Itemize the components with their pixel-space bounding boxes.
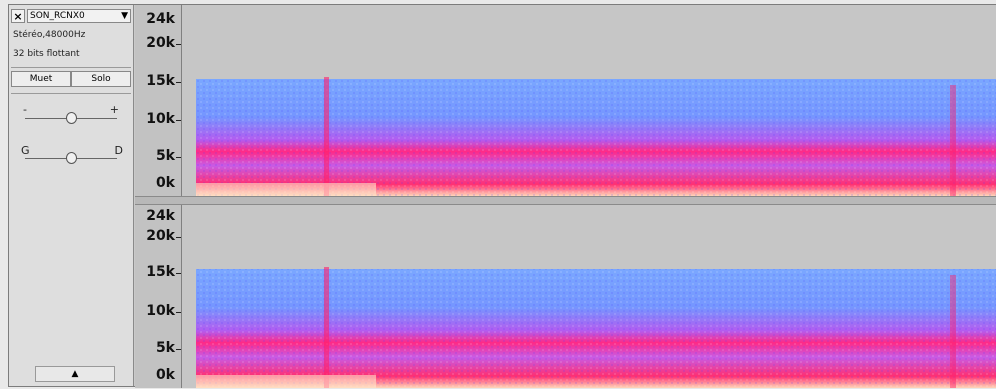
ruler-label: 10k <box>146 303 175 319</box>
solo-button[interactable]: Solo <box>71 71 131 87</box>
track-name-label: SON_RCNX0 <box>30 11 85 21</box>
gain-slider-thumb[interactable] <box>66 112 77 124</box>
spectrogram-texture <box>196 79 996 196</box>
audio-track-window: × SON_RCNX0 ▼ Stéréo,48000Hz 32 bits flo… <box>8 4 996 388</box>
spectrogram-channel-left[interactable] <box>182 5 996 196</box>
track-format-info: Stéréo,48000Hz <box>13 30 86 40</box>
tick-mark <box>176 349 181 350</box>
ruler-label: 15k <box>146 264 175 280</box>
spectrogram-right-canvas <box>196 267 996 388</box>
tick-mark <box>176 237 181 238</box>
tick-mark <box>176 44 181 45</box>
collapse-track-button[interactable]: ▲ <box>35 366 115 382</box>
tick-mark <box>176 120 181 121</box>
channel-divider[interactable] <box>135 196 996 205</box>
track-control-panel: × SON_RCNX0 ▼ Stéréo,48000Hz 32 bits flo… <box>9 5 134 386</box>
pan-right-label: D <box>114 144 123 157</box>
gain-minus-label: - <box>23 103 27 116</box>
ruler-label: 24k <box>146 208 175 224</box>
gain-plus-label: + <box>109 103 119 116</box>
spectrogram-transient <box>950 275 956 388</box>
spectrogram-channel-right[interactable] <box>182 205 996 388</box>
ruler-label: 20k <box>146 228 175 244</box>
ruler-label: 24k <box>146 11 175 27</box>
tick-mark <box>176 157 181 158</box>
pan-slider[interactable]: G D <box>21 144 123 167</box>
spectrogram-low-band <box>196 375 376 388</box>
track-bit-depth-info: 32 bits flottant <box>13 49 80 59</box>
ruler-label: 5k <box>155 340 175 356</box>
ruler-label: 10k <box>146 111 175 127</box>
ruler-label: 5k <box>155 148 175 164</box>
spectrogram-left-canvas <box>196 77 996 196</box>
spectrogram-transient <box>950 85 956 196</box>
spectrogram-texture <box>196 269 996 388</box>
close-track-button[interactable]: × <box>11 9 25 23</box>
mute-button[interactable]: Muet <box>11 71 71 87</box>
track-header: × SON_RCNX0 ▼ <box>11 8 131 24</box>
pan-slider-thumb[interactable] <box>66 152 77 164</box>
tick-mark <box>176 312 181 313</box>
ruler-label: 0k <box>155 367 175 383</box>
spectrogram-transient <box>324 77 329 196</box>
divider <box>11 67 131 68</box>
spectrogram-low-band <box>196 183 376 196</box>
track-name-dropdown[interactable]: SON_RCNX0 ▼ <box>27 9 131 23</box>
chevron-down-icon: ▼ <box>121 11 128 21</box>
mute-solo-row: Muet Solo <box>11 71 131 87</box>
tick-mark <box>176 82 181 83</box>
gain-slider[interactable]: - + <box>23 103 119 127</box>
divider <box>11 93 131 94</box>
frequency-ruler-top: 24k 20k 15k 10k 5k 0k <box>135 5 182 196</box>
frequency-ruler-bottom: 24k 20k 15k 10k 5k 0k <box>135 205 182 388</box>
tick-mark <box>176 273 181 274</box>
ruler-label: 20k <box>146 35 175 51</box>
spectrogram-transient <box>324 267 329 388</box>
ruler-label: 0k <box>155 175 175 191</box>
pan-left-label: G <box>21 144 30 157</box>
ruler-label: 15k <box>146 73 175 89</box>
